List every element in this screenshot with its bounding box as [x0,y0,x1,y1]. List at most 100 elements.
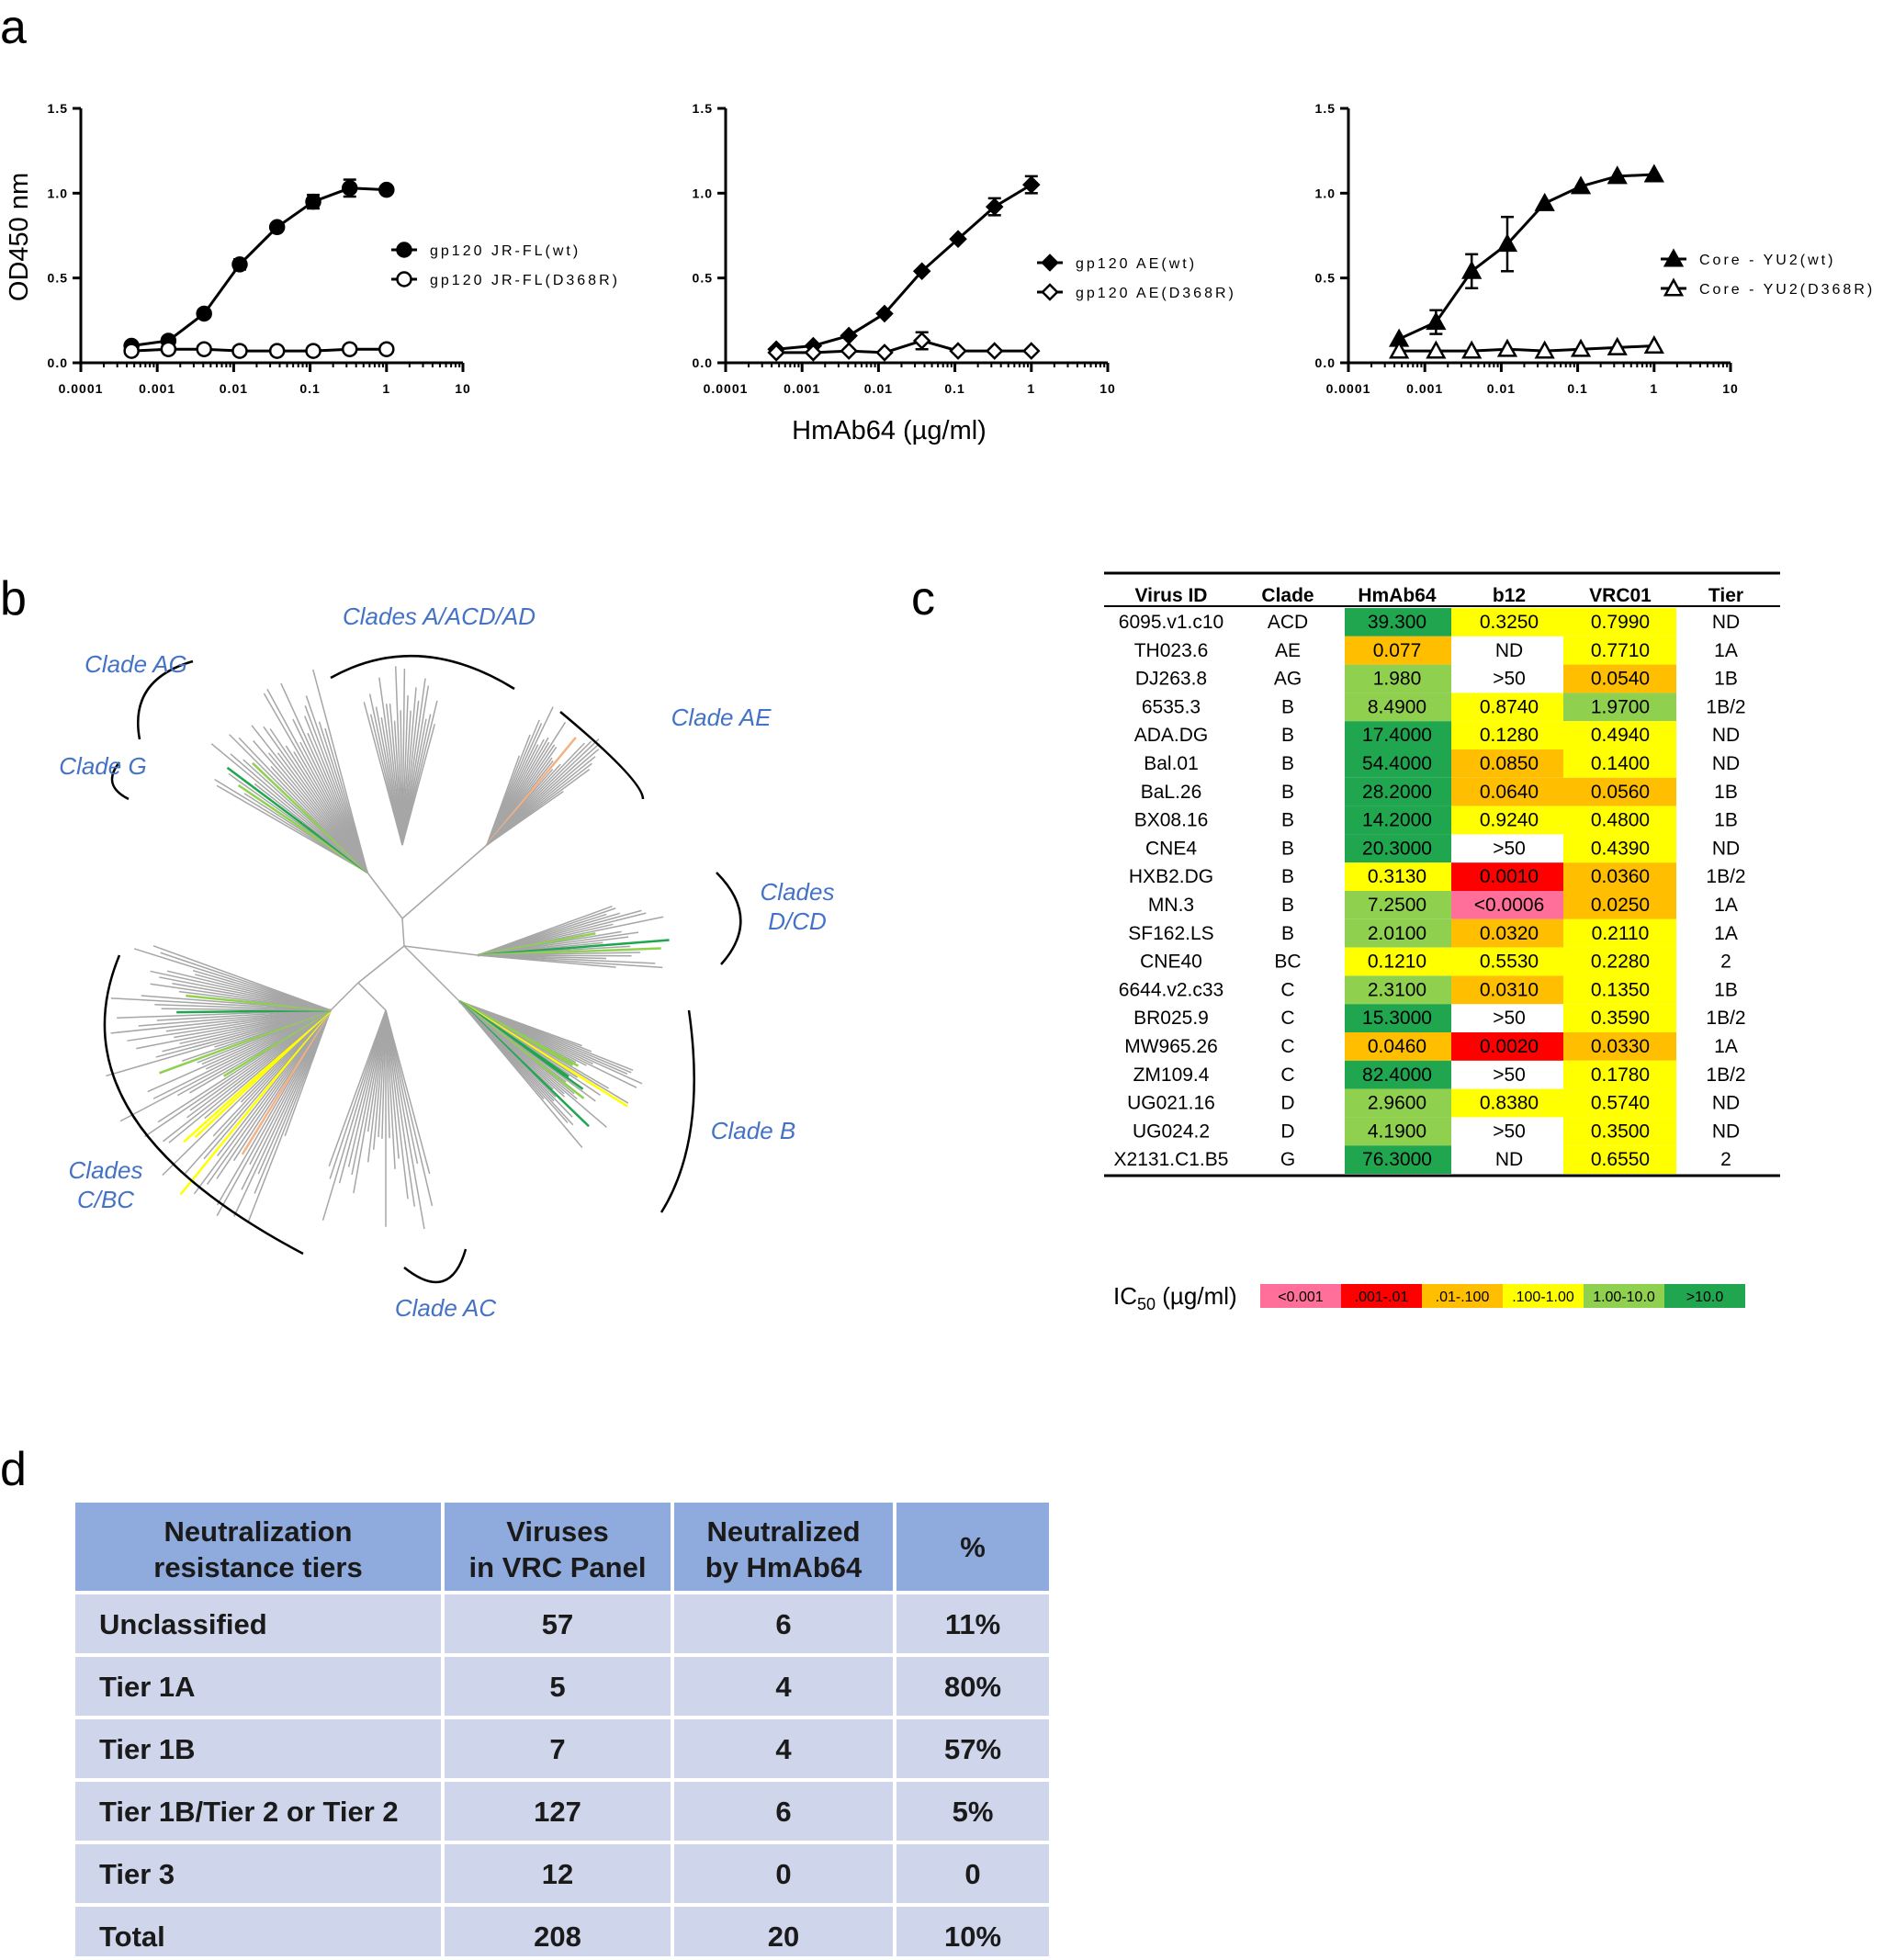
tree-leaf-branch [110,1009,332,1034]
row-cell [674,1844,893,1903]
legend-swatch [1584,1284,1664,1308]
x-tick-label: 1 [1650,381,1658,396]
tree-leaf-branch [401,724,436,846]
series-1: Core - YU2(wt) [1389,163,1832,347]
tree-leaf-branch [210,743,368,873]
cell-fill [1451,975,1563,1005]
tree-leaf-branch [266,688,368,873]
tree-leaf-branch [163,1009,332,1143]
table-cell: ND [1712,753,1740,774]
cell-fill [1451,749,1563,778]
legend-marker [396,271,412,287]
row-cell [674,1719,893,1778]
table-row: Unclassified 57 6 11% [75,1594,1049,1653]
data-point [1607,336,1628,355]
x-tick-label: 0.001 [784,381,820,396]
data-point [767,344,785,362]
table-row: MN.3 B 7.2500 <0.0006 0.0250 1A [1148,891,1738,919]
tree-leaf-branch [168,1009,332,1143]
x-tick-label: 0.01 [864,381,893,396]
row-cell [896,1907,1049,1956]
tree-branch [330,982,359,1011]
x-axis-title: HmAb64 (µg/ml) [792,416,987,445]
data-point [875,344,894,362]
cell-fill [1451,608,1563,636]
row-value: 0 [775,1858,791,1890]
table-cell: CNE4 [1145,838,1197,859]
row-cell [75,1657,441,1716]
table-cell: X2131.C1.B5 [1114,1149,1229,1170]
column-header: in VRC Panel [469,1551,647,1583]
series-1: gp120 JR-FL(wt) [123,178,578,355]
cell-fill [1345,947,1451,976]
data-point [985,342,1004,360]
legend-marker [1041,283,1059,301]
cell-fill [1345,1145,1451,1174]
cell-fill [1563,636,1676,665]
table-cell: 1.980 [1373,669,1422,690]
clade-bracket [110,761,130,801]
table-cell: 0.3130 [1368,866,1426,887]
panel-letter-b: b [0,572,27,625]
table-cell: B [1281,782,1294,803]
tree-branch [403,945,460,1002]
table-row: Bal.01 B 54.4000 0.0850 0.1400 ND [1144,749,1740,778]
table-row: HXB2.DG B 0.3130 0.0010 0.0360 1B/2 [1129,862,1746,891]
row-cell [896,1594,1049,1653]
cell-fill [1563,947,1676,976]
row-value: 57% [944,1733,1001,1765]
table-cell: <0.0006 [1474,895,1545,916]
panel-letter-d: d [0,1443,27,1496]
table-cell: 0.0360 [1591,866,1650,887]
row-cell [445,1657,671,1716]
series-1: gp120 AE(wt) [767,175,1194,358]
table-cell: MW965.26 [1124,1036,1218,1057]
x-tick-label: 0.0001 [704,381,749,396]
table-row: UG024.2 D 4.1900 >50 0.3500 ND [1133,1117,1740,1146]
row-cell [674,1594,893,1653]
row-value: 10% [944,1921,1001,1953]
table-row: BaL.26 B 28.2000 0.0640 0.0560 1B [1141,777,1738,806]
tree-leaf-branch [216,784,368,873]
table-cell: >50 [1493,1064,1526,1086]
legend-bin-label: .001-.01 [1355,1290,1409,1305]
clade-label: Clade AG [85,650,187,678]
cell-fill [1345,664,1451,693]
x-tick-label: 0.0001 [1326,381,1371,396]
y-tick-label: 1.0 [1315,186,1336,200]
series-line [130,186,387,348]
series-2: Core - YU2(D368R) [1389,277,1872,359]
tree-leaf-branch [133,948,332,1011]
cell-fill [1345,777,1451,806]
x-tick-label: 0.1 [1567,381,1587,396]
table-cell: 20.3000 [1362,838,1432,859]
legend-bin-label: <0.001 [1278,1290,1323,1305]
tree-leaf-branch [150,970,332,1011]
table-cell: 1B [1714,810,1738,831]
tree-leaf-branch [214,778,368,873]
tree-leaf-branch [233,1009,332,1217]
panel-letter-c: c [911,572,935,625]
data-point [1570,338,1592,357]
legend-bin-label: .01-.100 [1436,1290,1490,1305]
legend-label: gp120 JR-FL(D368R) [430,273,620,288]
table-cell: UG024.2 [1133,1121,1210,1142]
cell-fill [1563,749,1676,778]
row-value: 80% [944,1671,1001,1703]
x-tick-label: 0.0001 [59,381,104,396]
row-value: 7 [549,1733,565,1765]
table-row: ADA.DG B 17.4000 0.1280 0.4940 ND [1134,721,1740,749]
table-cell: ND [1495,1149,1523,1170]
table-cell: 2 [1720,952,1731,973]
data-point [804,344,823,362]
cell-fill [1345,1060,1451,1089]
tree-leaf-branch [110,997,332,1011]
cell-fill [1563,975,1676,1005]
cell-fill [1345,749,1451,778]
table-cell: 2.9600 [1368,1093,1426,1114]
clade-bracket [660,1009,695,1213]
table-cell: 0.0460 [1368,1036,1426,1057]
table-cell: 0.3500 [1591,1121,1650,1142]
x-tick-label: 0.01 [220,381,248,396]
table-cell: B [1281,810,1294,831]
